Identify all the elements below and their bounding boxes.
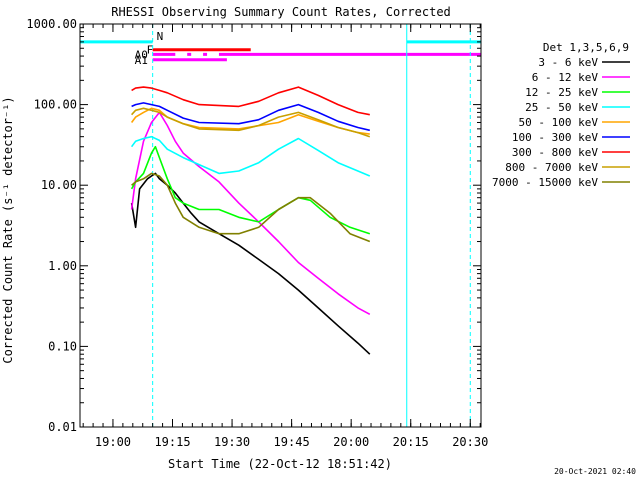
plot-frame	[79, 23, 482, 428]
legend-label: 12 - 25 keV	[525, 86, 598, 99]
legend-label: 6 - 12 keV	[532, 71, 599, 84]
series-line	[130, 145, 371, 235]
series-line	[130, 111, 371, 316]
series-line	[130, 172, 371, 355]
legend-label: 50 - 100 keV	[519, 116, 599, 129]
legend-label: 25 - 50 keV	[525, 101, 598, 114]
legend-label: 7000 - 15000 keV	[492, 176, 598, 189]
x-tick-label: 19:30	[214, 435, 250, 449]
series-line	[131, 86, 370, 116]
legend-label: 100 - 300 keV	[512, 131, 598, 144]
flag-label: A0	[135, 48, 148, 61]
x-tick-label: 20:30	[452, 435, 488, 449]
chart-title: RHESSI Observing Summary Count Rates, Co…	[111, 5, 451, 19]
series-group	[130, 86, 371, 355]
series-line	[131, 172, 371, 243]
y-tick-label: 1.00	[48, 259, 77, 273]
x-tick-label: 20:15	[393, 435, 429, 449]
x-axis: 19:00 19:15 19:30 19:45 20:00 20:15 20:30	[82, 24, 488, 449]
legend-label: 3 - 6 keV	[538, 56, 598, 69]
legend-header: Det 1,3,5,6,9	[543, 41, 629, 54]
footer-date: 20-Oct-2021 02:40	[554, 467, 636, 476]
legend: Det 1,3,5,6,9 3 - 6 keV 6 - 12 keV 12 - 25…	[492, 41, 630, 189]
series-line	[130, 135, 371, 177]
flag-label: A1	[135, 54, 148, 67]
flag-label: N	[157, 30, 164, 43]
y-axis-label: Corrected Count Rate (s⁻¹ detector⁻¹)	[1, 96, 15, 363]
series-line	[131, 107, 371, 138]
legend-label: 300 - 800 keV	[512, 146, 598, 159]
y-tick-label: 100.00	[34, 98, 77, 112]
series-line	[131, 102, 370, 132]
x-tick-label: 19:45	[274, 435, 310, 449]
y-tick-label: 0.10	[48, 339, 77, 353]
x-tick-label: 20:00	[333, 435, 369, 449]
flag-label: F	[147, 44, 154, 57]
x-axis-label: Start Time (22-Oct-12 18:51:42)	[168, 457, 392, 471]
y-tick-label: 0.01	[48, 420, 77, 434]
y-tick-label: 1000.00	[26, 17, 77, 31]
legend-label: 800 - 7000 keV	[505, 161, 598, 174]
x-tick-label: 19:15	[154, 435, 190, 449]
y-tick-label: 10.00	[41, 178, 77, 192]
y-axis: 1000.00 100.00 10.00 1.00 0.10 0.01	[26, 17, 481, 434]
x-tick-label: 19:00	[95, 435, 131, 449]
